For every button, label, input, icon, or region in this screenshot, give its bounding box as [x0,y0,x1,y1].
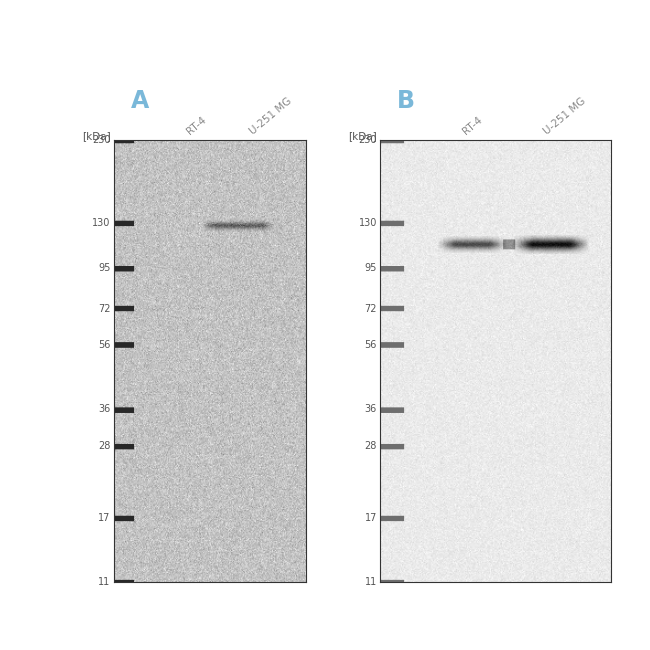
Text: A: A [131,89,149,112]
Text: RT-4: RT-4 [461,114,484,136]
Text: 95: 95 [365,263,377,273]
Text: B: B [397,89,415,112]
Text: 28: 28 [98,441,110,451]
Text: 130: 130 [359,218,377,227]
Text: 56: 56 [365,340,377,350]
Text: 230: 230 [359,135,377,145]
Text: 28: 28 [365,441,377,451]
Text: 56: 56 [98,340,110,350]
Text: 72: 72 [98,304,110,313]
Text: 72: 72 [365,304,377,313]
Text: 36: 36 [98,404,110,415]
Text: [kDa]: [kDa] [348,131,377,141]
Text: 95: 95 [98,263,110,273]
Text: 11: 11 [365,577,377,587]
Text: [kDa]: [kDa] [82,131,111,141]
Text: RT-4: RT-4 [185,114,208,136]
Text: U-251 MG: U-251 MG [542,96,588,136]
Text: 130: 130 [92,218,111,227]
Text: 17: 17 [98,514,110,523]
Text: 17: 17 [365,514,377,523]
Text: 11: 11 [98,577,110,587]
Text: 36: 36 [365,404,377,415]
Text: 230: 230 [92,135,111,145]
Text: U-251 MG: U-251 MG [248,96,294,136]
